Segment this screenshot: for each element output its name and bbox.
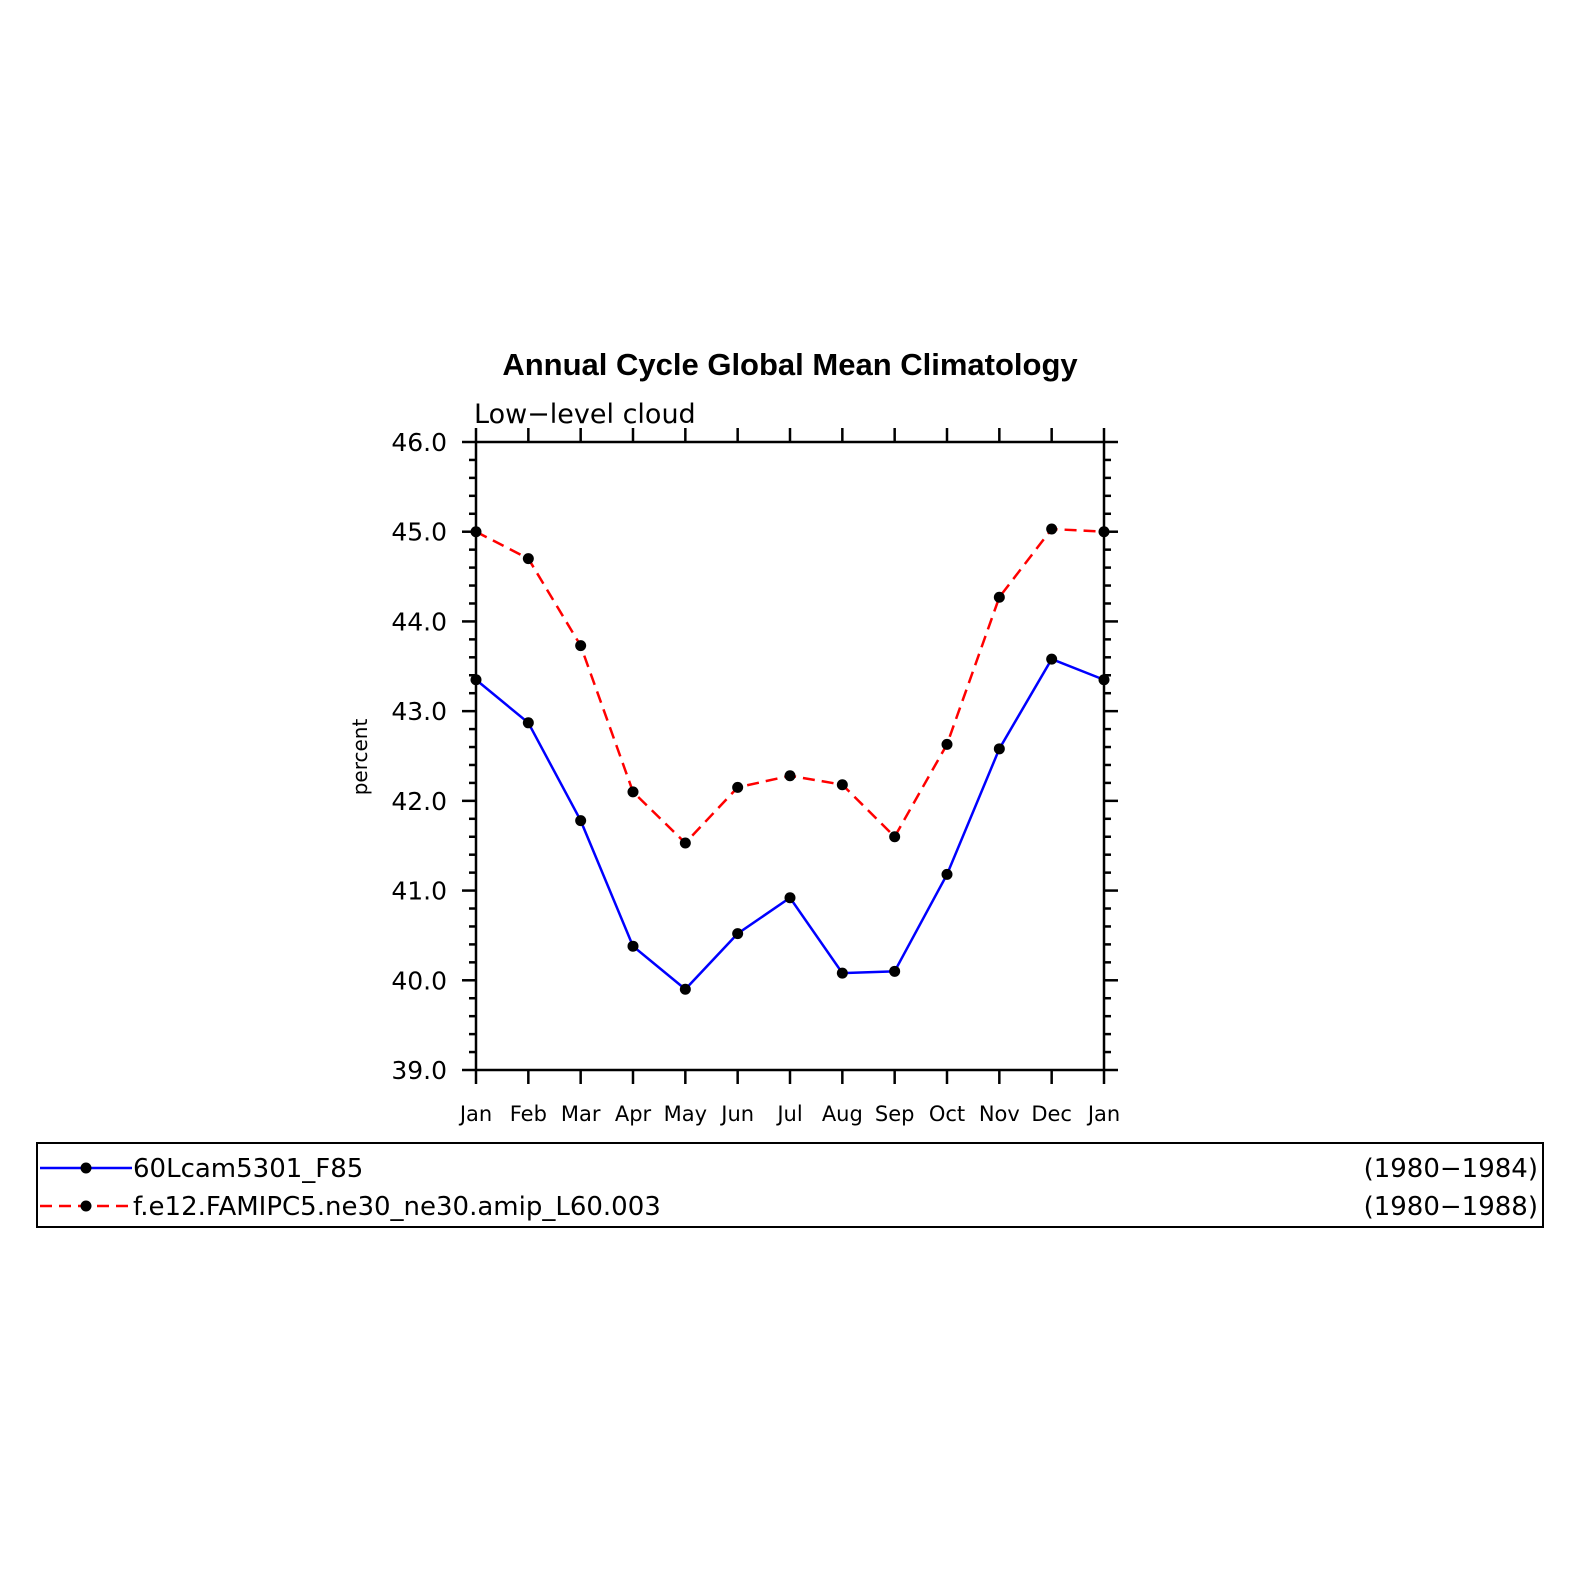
data-point (993, 591, 1005, 603)
x-tick-label: Apr (615, 1102, 652, 1126)
plot-frame (474, 440, 1106, 1072)
series-group (470, 523, 1110, 995)
legend-label-0: 60Lcam5301_F85 (133, 1154, 363, 1184)
series-line-1 (475, 527, 1105, 845)
y-tick-label: 46.0 (391, 428, 447, 457)
x-tick-label: Jun (719, 1102, 754, 1126)
x-tick-label: Jan (458, 1102, 492, 1126)
y-axis-label: percent (348, 719, 372, 796)
series-line-0 (475, 657, 1105, 991)
data-point (732, 928, 744, 940)
legend-period-1: (1980−1988) (1364, 1192, 1538, 1222)
x-tick-label: Feb (510, 1102, 547, 1126)
x-tick-label: Aug (822, 1102, 863, 1126)
y-tick-label: 41.0 (391, 877, 447, 906)
legend-period-0: (1980−1984) (1364, 1154, 1538, 1184)
data-point (1046, 523, 1058, 535)
data-point (836, 967, 848, 979)
x-tick-label: Sep (875, 1102, 915, 1126)
data-point (889, 831, 901, 843)
data-point (732, 781, 744, 793)
data-point (784, 770, 796, 782)
legend-marker (80, 1200, 92, 1212)
chart-subtitle: Low−level cloud (474, 399, 696, 430)
data-point (575, 815, 587, 827)
x-tick-label: Dec (1031, 1102, 1072, 1126)
legend-label-1: f.e12.FAMIPC5.ne30_ne30.amip_L60.003 (133, 1192, 661, 1222)
data-point (627, 786, 639, 798)
data-point (1046, 653, 1058, 665)
data-point (941, 868, 953, 880)
x-tick-label: Nov (979, 1102, 1020, 1126)
y-tick-labels: 39.0 40.0 41.0 42.0 43.0 44.0 45.0 46.0 (391, 428, 447, 1085)
data-point (993, 743, 1005, 755)
legend-marker (80, 1162, 92, 1174)
data-point (627, 940, 639, 952)
data-point (522, 553, 534, 565)
data-point (784, 892, 796, 904)
y-tick-label: 42.0 (391, 787, 447, 816)
x-tick-label: Oct (929, 1102, 965, 1126)
y-tick-label: 44.0 (391, 607, 447, 636)
x-tick-label: May (664, 1102, 707, 1126)
x-tick-label: Jul (775, 1102, 802, 1126)
y-tick-label: 45.0 (391, 518, 447, 547)
y-tick-label: 40.0 (391, 966, 447, 995)
data-point (941, 738, 953, 750)
legend: 60Lcam5301_F85 (1980−1984) f.e12.FAMIPC5.n… (36, 1142, 1544, 1228)
axis-ticks (462, 428, 1118, 1084)
chart-title: Annual Cycle Global Mean Climatology (502, 347, 1078, 382)
data-point (522, 717, 534, 729)
data-point (889, 965, 901, 977)
x-tick-labels: Jan Feb Mar Apr May Jun Jul Aug Sep Oct Nov Dec Jan (458, 1102, 1120, 1126)
data-point (679, 837, 691, 849)
legend-box (36, 1142, 1544, 1228)
x-tick-label: Jan (1086, 1102, 1120, 1126)
data-point (679, 983, 691, 995)
y-tick-label: 43.0 (391, 697, 447, 726)
y-tick-label: 39.0 (391, 1056, 447, 1085)
x-tick-label: Mar (561, 1102, 601, 1126)
data-point (836, 779, 848, 791)
data-point (575, 640, 587, 652)
